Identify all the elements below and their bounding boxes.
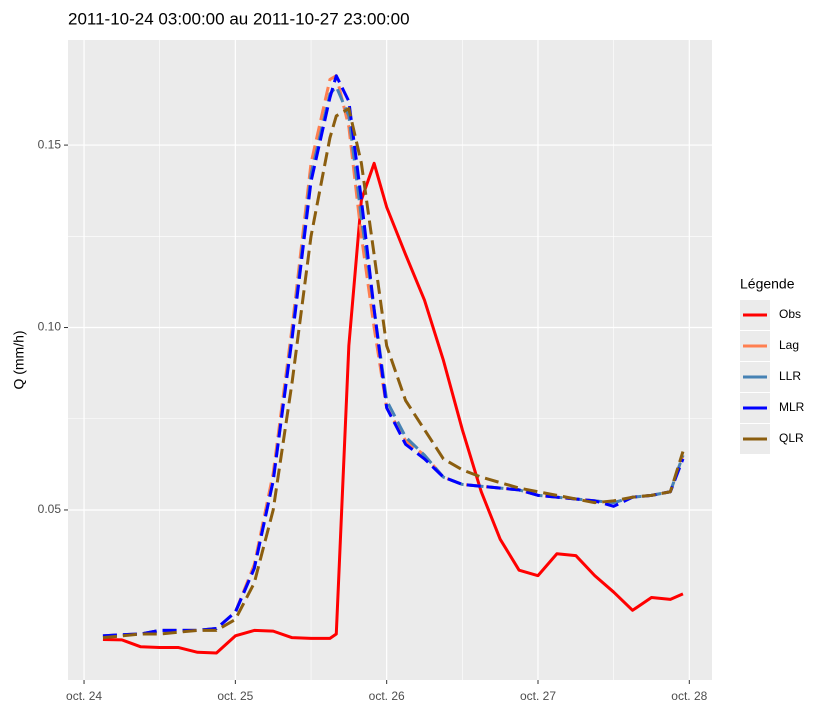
chart-title: 2011-10-24 03:00:00 au 2011-10-27 23:00:… xyxy=(68,9,410,28)
legend-label: Lag xyxy=(779,338,799,352)
legend-label: Obs xyxy=(779,307,801,321)
series-line xyxy=(102,161,684,655)
series-line xyxy=(102,107,685,640)
y-tick-label: 0.10 xyxy=(38,320,62,334)
y-tick-label: 0.05 xyxy=(38,502,62,516)
y-tick-label: 0.15 xyxy=(38,137,62,151)
x-tick-label: oct. 27 xyxy=(520,689,556,703)
legend-title: Légende xyxy=(740,276,795,292)
x-tick-label: oct. 26 xyxy=(369,689,405,703)
plot-background xyxy=(68,40,712,680)
legend-label: MLR xyxy=(779,400,805,414)
x-tick-label: oct. 25 xyxy=(217,689,253,703)
x-tick-label: oct. 24 xyxy=(66,689,102,703)
x-tick-label: oct. 28 xyxy=(671,689,707,703)
legend-label: LLR xyxy=(779,369,801,383)
legend-label: QLR xyxy=(779,431,804,445)
y-axis-title: Q (mm/h) xyxy=(11,330,27,389)
